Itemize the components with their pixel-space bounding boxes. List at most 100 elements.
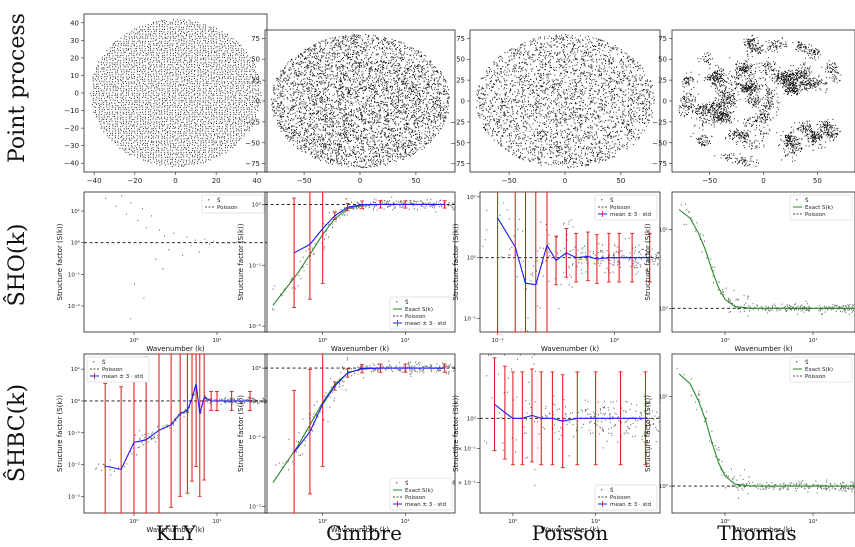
x-tick-label: 10¹ bbox=[808, 337, 817, 344]
row-label-text: ŜHBC(k) bbox=[3, 384, 30, 482]
x-tick-label: −50 bbox=[502, 177, 517, 185]
axes-frame bbox=[479, 353, 661, 514]
x-tick-label: 50 bbox=[616, 177, 625, 185]
y-axis-label: Structure factor (S(k)) bbox=[237, 223, 245, 300]
legend-entry: Poisson bbox=[102, 367, 123, 373]
axes-frame bbox=[264, 29, 456, 173]
y-tick-label: 10⁻¹ bbox=[249, 262, 261, 269]
y-tick-label: 8 × 10⁻¹ bbox=[452, 480, 476, 487]
legend-marker bbox=[796, 199, 798, 201]
y-tick-label: 10⁻² bbox=[68, 462, 80, 469]
axes-frame bbox=[479, 191, 661, 333]
y-axis-label-group: Structure factor (S(k)) bbox=[452, 223, 460, 300]
legend-marker bbox=[208, 199, 210, 201]
axes-frame bbox=[671, 191, 855, 333]
y-axis-label-group: Structure factor (S(k)) bbox=[644, 223, 652, 300]
panel-point-process-kly: −40 −20 0 20 40 −40 −30 −20 −10 0 10 20 30 40 bbox=[64, 13, 268, 185]
y-tick-label: 10⁰ bbox=[659, 305, 669, 312]
y-tick-label: −20 bbox=[64, 125, 79, 133]
y-tick-label: −10 bbox=[64, 107, 79, 115]
legend-entry: Exact S(k) bbox=[405, 307, 433, 313]
y-axis-label-group: Structure factor (S(k)) bbox=[56, 223, 64, 300]
y-tick-label: 10¹ bbox=[467, 194, 476, 201]
panel-s-ho-kly: 10⁰ 10¹ 10⁻² 10⁻¹ 10⁰ 10¹ Wavenumber (k) Struct… bbox=[56, 191, 268, 353]
x-tick-label: 10⁻¹ bbox=[492, 337, 504, 344]
y-axis-label: Structure factor (S(k)) bbox=[237, 395, 245, 472]
legend-entry: Ŝ bbox=[805, 197, 809, 204]
x-tick-label: −50 bbox=[297, 177, 312, 185]
x-tick-label: 10⁰ bbox=[129, 518, 139, 525]
x-tick-label: 0 bbox=[563, 177, 567, 185]
x-tick-label: 10⁰ bbox=[129, 337, 139, 344]
legend-box bbox=[201, 194, 265, 214]
legend-entry: mean ± 3 · std bbox=[405, 502, 446, 508]
y-tick-label: 50 bbox=[658, 56, 667, 64]
legend-entry: mean ± 3 · std bbox=[610, 502, 651, 508]
mean-line bbox=[105, 383, 251, 471]
x-tick-label: 50 bbox=[813, 177, 822, 185]
y-tick-label: 20 bbox=[70, 54, 79, 62]
axes-frame bbox=[264, 191, 456, 333]
y-tick-label: 9 × 10⁻¹ bbox=[452, 446, 476, 453]
legend-entry: Ŝ bbox=[102, 359, 106, 366]
y-tick-label: −50 bbox=[652, 139, 667, 147]
y-tick-label: 10¹ bbox=[71, 366, 80, 373]
y-tick-label: −25 bbox=[652, 118, 667, 126]
x-tick-label: 10¹ bbox=[401, 337, 410, 344]
legend-box bbox=[86, 356, 150, 383]
y-tick-label: −25 bbox=[245, 118, 260, 126]
y-tick-label: −75 bbox=[652, 160, 667, 168]
y-tick-label: 25 bbox=[658, 77, 667, 85]
x-tick-label: 50 bbox=[411, 177, 420, 185]
legend-box bbox=[594, 484, 658, 511]
legend-entry: mean ± 3 · std bbox=[405, 321, 446, 327]
legend-entry: Poisson bbox=[217, 205, 238, 211]
row-label-3: ŜHBC(k) bbox=[3, 384, 30, 482]
x-axis-label: Wavenumber (k) bbox=[146, 526, 205, 534]
y-axis-label-group: Structure factor (S(k)) bbox=[237, 223, 245, 300]
y-tick-label: 50 bbox=[456, 56, 465, 64]
exact-sk-line bbox=[678, 209, 855, 309]
axes-frame bbox=[264, 353, 456, 514]
y-tick-label: −50 bbox=[450, 139, 465, 147]
legend-entry: Poisson bbox=[405, 314, 426, 320]
y-tick-label: 10⁻³ bbox=[68, 493, 80, 500]
legend-marker bbox=[796, 361, 798, 363]
panel-point-process-ginibre: −50 0 50 −75 −50 −25 0 25 50 75 bbox=[245, 29, 456, 185]
x-tick-label: 10⁰ bbox=[610, 337, 620, 344]
legend-entry: Poisson bbox=[805, 374, 826, 380]
point-cloud bbox=[678, 34, 842, 167]
x-tick-label: 10¹ bbox=[212, 337, 221, 344]
y-tick-label: 10¹ bbox=[659, 227, 668, 234]
y-tick-label: 10⁰ bbox=[252, 201, 262, 208]
x-tick-label: 10¹ bbox=[591, 518, 600, 525]
mean-line bbox=[494, 403, 646, 422]
y-tick-label: 50 bbox=[251, 56, 260, 64]
row-label-2: ŜHO(k) bbox=[3, 224, 30, 307]
column-label-thomas: Thomas bbox=[717, 521, 796, 545]
y-tick-label: −30 bbox=[64, 142, 79, 150]
y-tick-label: 0 bbox=[663, 98, 667, 106]
y-tick-label: 0 bbox=[256, 98, 260, 106]
legend-entry: Ŝ bbox=[217, 197, 221, 204]
y-tick-label: −75 bbox=[450, 160, 465, 168]
y-tick-label: 0 bbox=[461, 98, 465, 106]
panel-s-hbc-thomas: 10⁰ 10¹ 10⁰ 10¹ Wavenumber (k) Structure fact… bbox=[644, 353, 855, 534]
y-tick-label: 10⁻¹ bbox=[464, 316, 476, 323]
mean-line bbox=[497, 217, 650, 286]
row-label-text: Point process bbox=[5, 13, 30, 163]
y-tick-label: −75 bbox=[245, 160, 260, 168]
legend-box bbox=[789, 194, 853, 221]
y-axis-label: Structure factor (S(k)) bbox=[452, 395, 460, 472]
panel-s-ho-poisson: 10⁻¹ 10⁰ 10⁻¹ 10⁰ 10¹ Wavenumber (k) Structure… bbox=[452, 191, 661, 353]
legend-entry: Exact S(k) bbox=[405, 488, 433, 494]
x-tick-label: 10⁰ bbox=[720, 337, 730, 344]
y-axis-label-group: Structure factor (S(k)) bbox=[644, 395, 652, 472]
point-cloud bbox=[476, 34, 655, 169]
